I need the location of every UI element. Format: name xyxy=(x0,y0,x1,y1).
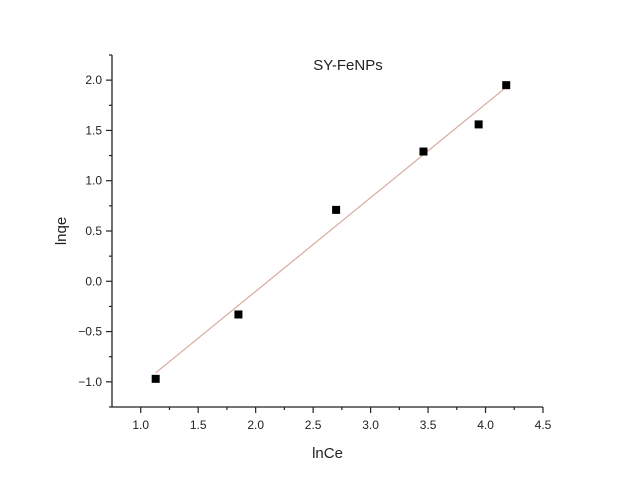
data-point xyxy=(332,205,341,214)
x-tick-label: 4.0 xyxy=(477,418,494,432)
data-point xyxy=(502,81,511,90)
x-axis-label: lnCe xyxy=(312,445,343,462)
x-tick-label: 1.5 xyxy=(190,418,207,432)
x-tick-label: 2.0 xyxy=(247,418,264,432)
data-points xyxy=(151,81,511,383)
x-tick-label: 1.0 xyxy=(132,418,149,432)
y-tick-label: 0.0 xyxy=(85,274,102,288)
chart-title: SY-FeNPs xyxy=(313,57,382,74)
y-tick-label: 2.0 xyxy=(85,73,102,87)
data-point xyxy=(419,147,428,156)
y-tick-label: 1.5 xyxy=(85,123,102,137)
x-tick-label: 3.0 xyxy=(362,418,379,432)
linear-fit-line xyxy=(155,86,507,374)
x-ticks: 1.0 1.5 2.0 2.5 3.0 3.5 4.0 4.5 xyxy=(132,407,552,432)
y-tick-label: 1.0 xyxy=(85,174,102,188)
x-tick-label: 4.5 xyxy=(535,418,552,432)
y-tick-label: 0.5 xyxy=(85,224,102,238)
y-axis-label: lnqe xyxy=(53,217,70,245)
data-point xyxy=(474,120,483,129)
y-tick-label: −1.0 xyxy=(78,375,102,389)
fit-line-group xyxy=(155,86,507,374)
y-ticks: −1.0 −0.5 0.0 0.5 1.0 1.5 2.0 xyxy=(78,54,112,408)
axes xyxy=(111,55,543,408)
data-point xyxy=(234,310,243,319)
x-tick-label: 3.5 xyxy=(420,418,437,432)
data-point xyxy=(151,374,160,383)
x-tick-label: 2.5 xyxy=(305,418,322,432)
y-tick-label: −0.5 xyxy=(78,325,102,339)
